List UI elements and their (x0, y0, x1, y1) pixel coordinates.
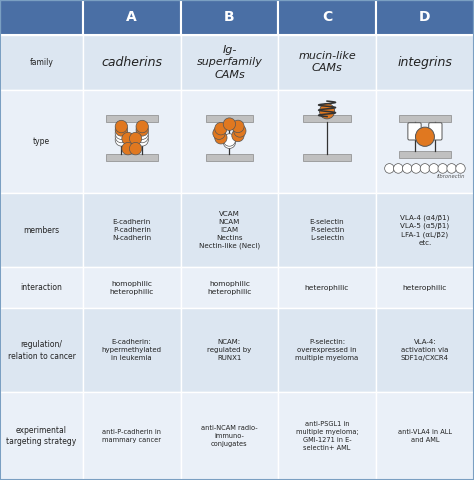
Circle shape (136, 127, 148, 139)
Text: homophilic
heterophilic: homophilic heterophilic (109, 281, 154, 295)
Bar (206, 154, 253, 161)
Circle shape (115, 124, 128, 136)
Text: VCAM
NCAM
ICAM
Nectins
Nectin-like (Necl): VCAM NCAM ICAM Nectins Nectin-like (Necl… (199, 211, 260, 250)
Circle shape (115, 127, 128, 139)
Text: NCAM:
regulated by
RUNX1: NCAM: regulated by RUNX1 (207, 339, 252, 361)
Bar (181, 392, 278, 480)
Bar (83, 90, 181, 193)
Circle shape (438, 164, 447, 173)
Bar (83, 267, 181, 308)
Circle shape (136, 130, 148, 143)
Text: homophilic
heterophilic: homophilic heterophilic (207, 281, 252, 295)
FancyBboxPatch shape (408, 123, 421, 140)
Circle shape (234, 125, 246, 137)
Bar (278, 90, 376, 193)
Circle shape (115, 133, 128, 146)
Text: E-cadherin:
hypermethylated
in leukemia: E-cadherin: hypermethylated in leukemia (102, 339, 162, 361)
Bar (83, 193, 181, 267)
Bar (83, 392, 181, 480)
Bar (278, 267, 376, 308)
Circle shape (136, 133, 148, 146)
Bar (181, 308, 278, 392)
Bar (376, 90, 474, 193)
Circle shape (223, 136, 236, 148)
Bar (106, 115, 158, 122)
Bar (0, 193, 83, 267)
Text: anti-PSGL1 in
multiple myeloma;
GMI-1271 in E-
selectin+ AML: anti-PSGL1 in multiple myeloma; GMI-1271… (296, 421, 358, 451)
Text: anti-P-cadherin in
mammary cancer: anti-P-cadherin in mammary cancer (102, 429, 161, 443)
Bar (278, 392, 376, 480)
Circle shape (385, 164, 394, 173)
Text: A: A (127, 10, 137, 24)
Bar (83, 0, 181, 35)
Text: B: B (224, 10, 235, 24)
Bar (399, 115, 451, 122)
Bar (0, 308, 83, 392)
Text: family: family (29, 58, 54, 67)
Circle shape (393, 164, 403, 173)
Circle shape (129, 132, 142, 145)
Bar (376, 193, 474, 267)
Bar (376, 392, 474, 480)
Circle shape (215, 122, 227, 135)
Circle shape (223, 118, 236, 131)
Circle shape (232, 129, 244, 142)
Bar (399, 151, 451, 158)
Bar (278, 35, 376, 90)
Text: VLA-4:
activation via
SDF1α/CXCR4: VLA-4: activation via SDF1α/CXCR4 (401, 339, 449, 361)
Circle shape (319, 104, 335, 119)
Text: mucin-like
CAMs: mucin-like CAMs (298, 51, 356, 73)
Bar (376, 0, 474, 35)
Text: regulation/
relation to cancer: regulation/ relation to cancer (8, 340, 75, 360)
Text: D: D (419, 10, 431, 24)
Bar (83, 308, 181, 392)
Circle shape (415, 127, 434, 146)
Circle shape (223, 134, 236, 146)
Text: integrins: integrins (398, 56, 452, 69)
Text: E-selectin
P-selectin
L-selectin: E-selectin P-selectin L-selectin (310, 219, 345, 241)
Text: anti-NCAM radio-
immuno-
conjugates: anti-NCAM radio- immuno- conjugates (201, 425, 258, 447)
Circle shape (411, 164, 421, 173)
Text: cadherins: cadherins (101, 56, 162, 69)
FancyBboxPatch shape (428, 123, 442, 140)
Text: interaction: interaction (20, 283, 63, 292)
Text: fibronectin: fibronectin (437, 174, 465, 179)
Bar (181, 35, 278, 90)
Circle shape (447, 164, 456, 173)
Bar (0, 35, 83, 90)
Circle shape (456, 164, 465, 173)
Bar (0, 90, 83, 193)
Text: anti-VLA4 in ALL
and AML: anti-VLA4 in ALL and AML (398, 429, 452, 443)
Bar (0, 0, 83, 35)
Bar (0, 392, 83, 480)
Bar (278, 308, 376, 392)
Bar (0, 267, 83, 308)
Bar (83, 35, 181, 90)
Circle shape (213, 127, 225, 139)
Text: type: type (33, 137, 50, 146)
Bar (303, 115, 351, 122)
Bar (181, 267, 278, 308)
Circle shape (136, 120, 148, 133)
Bar (181, 0, 278, 35)
Bar (376, 35, 474, 90)
Text: E-cadherin
P-cadherin
N-cadherin: E-cadherin P-cadherin N-cadherin (112, 219, 151, 241)
Bar (303, 154, 351, 161)
Bar (181, 90, 278, 193)
Circle shape (122, 143, 134, 155)
Circle shape (136, 124, 148, 136)
Bar (278, 193, 376, 267)
Text: members: members (23, 226, 60, 235)
Circle shape (429, 164, 438, 173)
Bar (278, 0, 376, 35)
Text: Ig-
superfamily
CAMs: Ig- superfamily CAMs (197, 45, 262, 80)
Circle shape (122, 132, 134, 145)
Text: heterophilic: heterophilic (403, 285, 447, 291)
Text: VLA-4 (α4/β1)
VLA-5 (α5/β1)
LFA-1 (αL/β2)
etc.: VLA-4 (α4/β1) VLA-5 (α5/β1) LFA-1 (αL/β2… (400, 215, 450, 246)
Text: experimental
targeting strategy: experimental targeting strategy (6, 426, 77, 446)
Circle shape (129, 143, 142, 155)
Circle shape (115, 130, 128, 143)
Circle shape (215, 132, 227, 144)
Bar (376, 267, 474, 308)
Text: heterophilic: heterophilic (305, 285, 349, 291)
